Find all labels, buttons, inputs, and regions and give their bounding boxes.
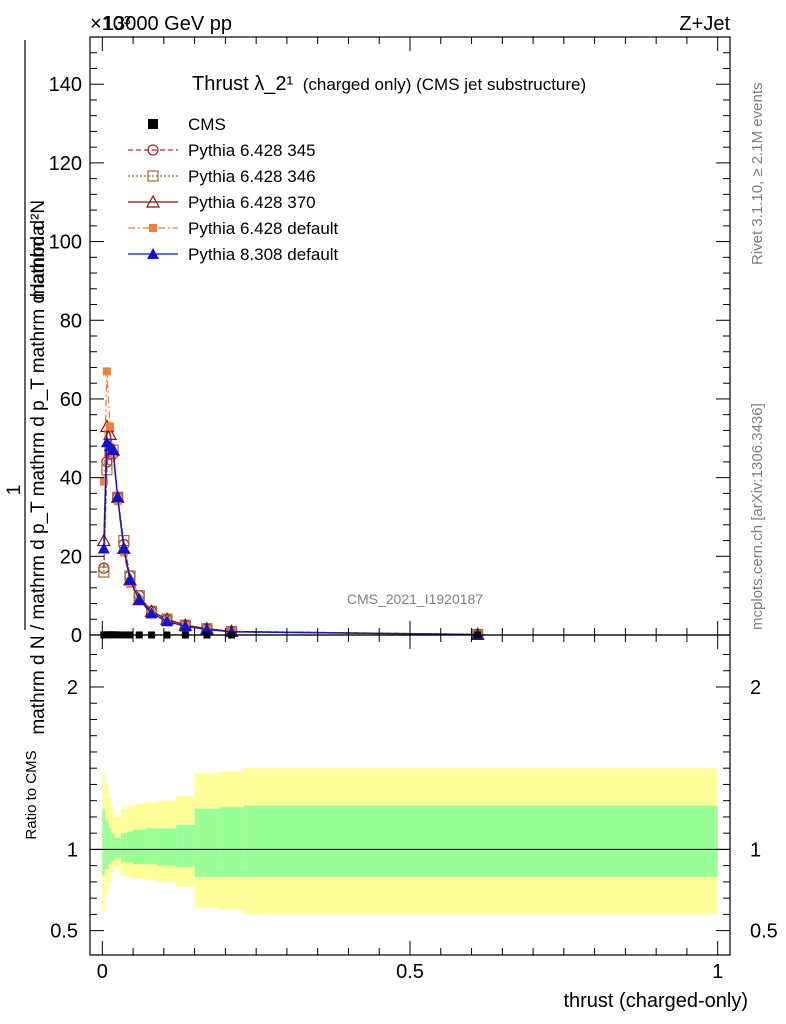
- inner-uncertainty-band: [105, 820, 109, 869]
- x-tick-label: 0: [97, 961, 108, 983]
- legend-label: CMS: [188, 115, 226, 134]
- legend-entry-4: Pythia 6.428 default: [128, 219, 339, 238]
- series-point: [179, 620, 192, 632]
- series-1: [98, 444, 484, 641]
- inner-uncertainty-band: [219, 807, 244, 878]
- inner-uncertainty-band: [194, 808, 220, 878]
- process-label: Z+Jet: [679, 13, 730, 35]
- legend-label: Pythia 6.428 370: [188, 193, 316, 212]
- y-label-numerator-top: mathrm d²N: [28, 200, 49, 300]
- inner-uncertainty-band: [111, 833, 115, 861]
- chart-subtitle: (charged only) (CMS jet substructure): [303, 75, 586, 94]
- y-tick-label: 140: [49, 74, 82, 96]
- ratio-y-tick-label-right: 1: [750, 839, 761, 861]
- ratio-y-tick-label: 1: [67, 839, 78, 861]
- mcplots-label: mcplots.cern.ch [arXiv:1306.3436]: [749, 403, 766, 630]
- legend-label: Pythia 6.428 346: [188, 167, 316, 186]
- legend-marker: [145, 194, 161, 208]
- x-axis-label: thrust (charged-only): [563, 990, 748, 1012]
- legend-label: Pythia 6.428 345: [188, 141, 316, 160]
- top-series-layer: [96, 367, 485, 641]
- ratio-plot-panel: 0.5 0.5 1 1 2 2: [50, 634, 778, 956]
- y-tick-label: 40: [60, 468, 82, 490]
- series-line: [103, 453, 478, 636]
- inner-uncertainty-band: [108, 828, 112, 865]
- ratio-axes-layer: 0.5 0.5 1 1 2 2: [50, 635, 778, 955]
- y-tick-label: 20: [60, 546, 82, 568]
- energy-label: 13000 GeV pp: [103, 13, 232, 35]
- inner-uncertainty-band: [102, 808, 106, 876]
- ratio-plot-frame: [89, 634, 731, 956]
- main-plot-frame: [89, 36, 731, 636]
- inner-uncertainty-band: [126, 831, 134, 863]
- series-point: [107, 444, 120, 456]
- inner-uncertainty-band: [145, 828, 158, 865]
- legend-marker: [147, 248, 159, 259]
- inner-uncertainty-band: [120, 833, 127, 863]
- exponent-label: ×10³: [90, 13, 131, 35]
- legend-marker: [147, 170, 159, 182]
- series-point: [133, 593, 146, 605]
- series-point: [106, 422, 114, 431]
- legend-marker: [148, 119, 158, 129]
- ratio-y-tick-label: 0.5: [50, 921, 78, 943]
- ratio-bands: [102, 768, 718, 915]
- ratio-y-tick-label-right: 0.5: [750, 921, 778, 943]
- series-point: [97, 542, 110, 554]
- legend: CMS Pythia 6.428 345 Pythia 6.428 346 Pythi…: [128, 115, 339, 264]
- legend-entry-0: CMS: [148, 115, 226, 134]
- inner-uncertainty-band: [157, 828, 177, 866]
- ratio-y-tick-label-right: 2: [750, 677, 761, 699]
- series-point: [111, 491, 124, 503]
- chart-title: Thrust λ_2¹ (charged only) (CMS jet subs…: [192, 73, 586, 95]
- y-tick-label: 80: [60, 310, 82, 332]
- x-tick-labels: 0 0.5 1: [97, 961, 724, 983]
- series-point: [98, 566, 110, 578]
- y-tick-label: 60: [60, 389, 82, 411]
- main-plot-panel: 0 20 40 60 80 100 120 140: [49, 36, 731, 647]
- legend-entry-5: Pythia 8.308 default: [128, 245, 339, 264]
- y-tick-label: 100: [49, 232, 82, 254]
- x-tick-label: 1: [712, 961, 723, 983]
- y-tick-label: 0: [71, 625, 82, 647]
- inner-uncertainty-band: [114, 838, 121, 858]
- legend-label: Pythia 8.308 default: [188, 245, 339, 264]
- inner-uncertainty-band: [243, 805, 718, 878]
- x-tick-label: 0.5: [396, 961, 424, 983]
- y-label-numerator: 1: [4, 485, 25, 496]
- top-axes-layer: 0 20 40 60 80 100 120 140: [49, 37, 730, 647]
- y-label-denominator: mathrm d N / mathrm d p_T mathrm d p_T m…: [28, 225, 49, 735]
- legend-marker: [149, 224, 157, 232]
- series-point: [99, 477, 108, 486]
- analysis-watermark: CMS_2021_I1920187: [347, 591, 483, 607]
- y-tick-label: 120: [49, 153, 82, 175]
- series-point: [145, 607, 158, 619]
- inner-uncertainty-band: [176, 825, 195, 868]
- ratio-y-label: Ratio to CMS: [23, 750, 40, 839]
- legend-entry-3: Pythia 6.428 370: [128, 193, 316, 212]
- legend-entry-2: Pythia 6.428 346: [128, 167, 316, 186]
- ratio-y-tick-label: 2: [67, 677, 78, 699]
- rivet-label: Rivet 3.1.10, ≥ 2.1M events: [749, 83, 766, 266]
- series-point: [117, 542, 130, 554]
- series-point: [160, 615, 173, 627]
- legend-entry-1: Pythia 6.428 345: [128, 141, 316, 160]
- series-point: [124, 573, 136, 585]
- inner-uncertainty-band: [133, 829, 146, 865]
- legend-label: Pythia 6.428 default: [188, 219, 339, 238]
- legend-marker: [147, 144, 159, 156]
- main-y-axis-label: mathrm d²N 1 mathrm d N / mathrm d p_T m…: [4, 40, 49, 735]
- chart-title-main: Thrust λ_2¹: [192, 73, 293, 95]
- series-point: [102, 367, 111, 376]
- series-point: [101, 464, 113, 476]
- series-point: [102, 427, 118, 440]
